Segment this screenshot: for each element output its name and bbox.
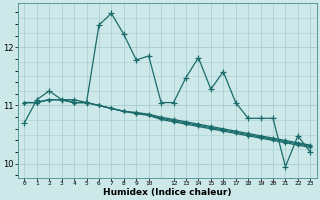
- X-axis label: Humidex (Indice chaleur): Humidex (Indice chaleur): [103, 188, 232, 197]
